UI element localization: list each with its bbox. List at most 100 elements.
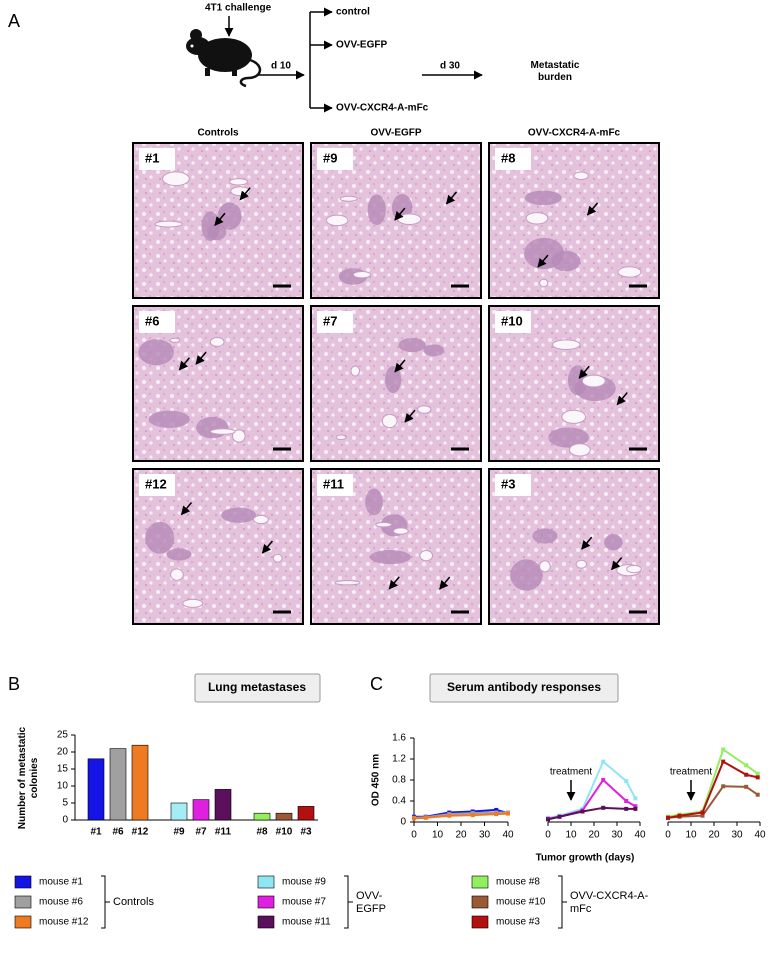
airway	[569, 443, 591, 457]
frame	[132, 305, 304, 462]
schema-text: Metastatic burden	[530, 60, 580, 83]
bar	[170, 802, 188, 821]
tissue-region	[548, 427, 589, 448]
marker	[494, 812, 499, 817]
marker	[423, 815, 428, 820]
arrow	[616, 392, 628, 406]
tissue-region	[367, 194, 386, 226]
airway	[392, 527, 409, 535]
column-header: OVV-CXCR4-A-mFc	[528, 128, 621, 139]
airway	[162, 171, 190, 187]
bracket	[344, 875, 353, 929]
marker	[624, 806, 629, 811]
legend-swatch	[257, 875, 275, 889]
arrow	[394, 359, 406, 373]
marker	[470, 811, 475, 816]
sample-label: #1	[145, 150, 159, 165]
y-tick-label: 10	[57, 781, 69, 792]
y-tick-label: 15	[57, 764, 69, 775]
arrow	[404, 409, 416, 423]
arrow	[445, 191, 458, 205]
histology-image: #6	[132, 305, 304, 462]
marker	[601, 759, 606, 764]
y-tick-label: 1.6	[392, 733, 406, 744]
bar	[131, 744, 149, 821]
y-axis-label: Number of metastatic colonies	[17, 726, 40, 830]
label-box	[317, 311, 353, 333]
marker	[700, 810, 705, 815]
legend-swatch	[471, 875, 489, 889]
airway	[575, 559, 588, 569]
schema-text: OVV-EGFP	[336, 40, 387, 51]
label-box	[495, 474, 531, 496]
sample-label: #10	[501, 313, 523, 328]
marker	[666, 815, 670, 820]
frame	[488, 305, 660, 462]
histology-image: #8	[488, 142, 660, 299]
arrow	[439, 576, 451, 590]
marker	[755, 771, 760, 776]
airway	[182, 598, 204, 608]
arrow	[394, 207, 406, 221]
marker	[412, 816, 416, 821]
frame	[310, 468, 482, 625]
sample-label: #9	[323, 150, 337, 165]
y-tick-label: 0.4	[392, 796, 406, 807]
legend-label: mouse #8	[496, 877, 540, 888]
schema-text: d 30	[440, 61, 460, 72]
marker	[494, 807, 499, 812]
y-tick-label: 1.2	[392, 754, 406, 765]
tissue-region	[369, 550, 411, 565]
airway	[232, 429, 246, 443]
airway	[397, 213, 422, 225]
legend-label: mouse #9	[282, 877, 326, 888]
sample-label: #11	[323, 476, 344, 491]
histology-image: #9	[310, 142, 482, 299]
marker	[755, 792, 760, 797]
x-tick-label: #12	[132, 827, 149, 838]
arrow	[388, 576, 400, 590]
y-tick-label: 25	[57, 730, 69, 741]
marker	[624, 799, 629, 803]
arrow	[261, 540, 273, 554]
bar	[87, 758, 105, 821]
legend-label: mouse #1	[39, 877, 83, 888]
y-tick-label: 0.8	[392, 775, 406, 786]
marker	[580, 809, 585, 814]
tissue-region	[398, 337, 426, 353]
marker	[700, 813, 705, 818]
x-tick-label: 40	[634, 830, 646, 841]
schema-text: OVV-CXCR4-A-mFc	[336, 103, 429, 114]
frame	[310, 305, 482, 462]
legend-swatch	[257, 915, 275, 929]
marker	[721, 747, 726, 752]
x-tick-label: #1	[90, 827, 102, 838]
airway	[252, 514, 269, 525]
x-tick-label: #10	[276, 827, 293, 838]
arrow	[239, 187, 251, 201]
legend-label: mouse #11	[282, 917, 331, 928]
bracket	[558, 875, 567, 929]
marker	[601, 778, 606, 782]
frame	[132, 468, 304, 625]
y-tick-label: 20	[57, 747, 69, 758]
legend-swatch	[471, 915, 489, 929]
bracket	[101, 875, 110, 929]
title-box	[194, 673, 321, 703]
y-tick-label: 5	[62, 798, 68, 809]
sample-label: #3	[501, 476, 515, 491]
annotation: treatment	[550, 767, 592, 778]
arrow	[537, 254, 549, 268]
label-box	[317, 474, 353, 496]
histology-image: #1	[132, 142, 304, 299]
column-header: OVV-EGFP	[370, 128, 421, 139]
sample-label: #6	[145, 313, 159, 328]
x-tick-label: #9	[173, 827, 185, 838]
marker	[633, 796, 638, 801]
airway	[272, 553, 283, 563]
bar	[253, 812, 271, 821]
x-tick-label: 10	[565, 830, 577, 841]
airway	[339, 195, 358, 202]
arrow	[180, 502, 193, 516]
